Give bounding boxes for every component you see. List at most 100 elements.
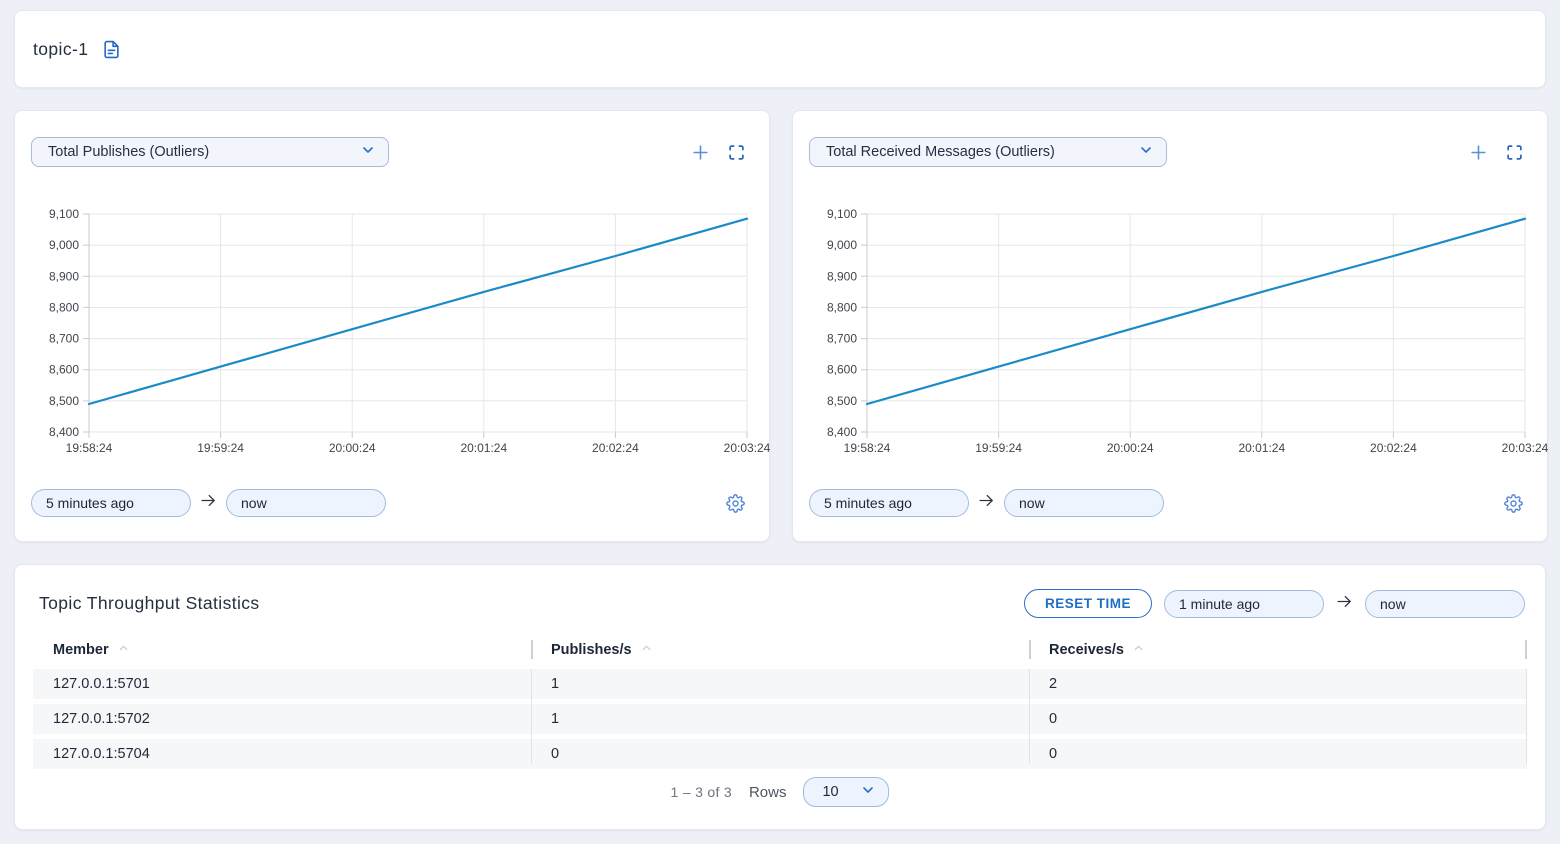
- fullscreen-icon[interactable]: [1506, 144, 1523, 161]
- publishes-chart-panel: Total Publishes (Outliers) 8,400 8,500 8,6…: [14, 110, 771, 542]
- rows-per-page-select[interactable]: 10: [803, 777, 890, 807]
- topic-header-card: topic-1: [14, 10, 1546, 88]
- svg-text:20:00:24: 20:00:24: [1107, 441, 1154, 455]
- svg-text:9,100: 9,100: [827, 207, 857, 221]
- column-divider: [530, 669, 532, 764]
- chart-header: Total Publishes (Outliers): [31, 137, 753, 167]
- svg-text:20:02:24: 20:02:24: [1370, 441, 1417, 455]
- svg-text:8,800: 8,800: [49, 300, 79, 314]
- table-cell: 127.0.0.1:5701: [53, 676, 150, 692]
- pagination-range: 1 – 3 of 3: [670, 784, 732, 800]
- svg-text:8,600: 8,600: [49, 363, 79, 377]
- chart-time-controls: [31, 489, 753, 517]
- sort-caret-icon: [640, 642, 653, 659]
- column-header-receives[interactable]: Receives/s: [1029, 642, 1527, 659]
- received-line-chart[interactable]: 8,400 8,500 8,600 8,700 8,800 8,900 9,000 9,100…: [809, 206, 1549, 465]
- table-cell: 127.0.0.1:5704: [53, 746, 150, 762]
- pagination: 1 – 3 of 3 Rows 10: [33, 777, 1527, 807]
- time-to-input[interactable]: [226, 489, 386, 517]
- column-divider: [530, 640, 533, 659]
- line-chart-svg: 8,400 8,500 8,600 8,700 8,800 8,900 9,000 9,100…: [827, 207, 1549, 455]
- gear-icon[interactable]: [726, 493, 753, 513]
- chart-time-controls: [809, 489, 1531, 517]
- svg-text:8,500: 8,500: [827, 394, 857, 408]
- table-cell: 0: [1049, 711, 1058, 727]
- metric-select-received[interactable]: Total Received Messages (Outliers): [809, 137, 1167, 167]
- table-body: 127.0.0.1:5701 1 2 127.0.0.1:5702 1 0 127.0.0.…: [33, 669, 1527, 769]
- svg-text:19:59:24: 19:59:24: [197, 441, 244, 455]
- chevron-down-icon: [1138, 142, 1154, 162]
- add-chart-icon[interactable]: [1469, 143, 1488, 162]
- table-cell: 1: [551, 711, 560, 727]
- svg-text:19:59:24: 19:59:24: [975, 441, 1022, 455]
- svg-text:8,600: 8,600: [827, 363, 857, 377]
- time-from-input[interactable]: [809, 489, 969, 517]
- metric-select-value: Total Received Messages (Outliers): [826, 144, 1055, 160]
- arrow-right-icon: [1336, 593, 1353, 615]
- chart-actions: [1469, 143, 1531, 162]
- svg-text:20:02:24: 20:02:24: [592, 441, 639, 455]
- sort-caret-icon: [117, 642, 130, 659]
- table-cell: 1: [551, 676, 560, 692]
- svg-text:9,000: 9,000: [827, 238, 857, 252]
- time-to-input[interactable]: [1004, 489, 1164, 517]
- column-header-member[interactable]: Member: [33, 642, 531, 659]
- sort-caret-icon: [1132, 642, 1145, 659]
- column-divider: [1526, 669, 1527, 764]
- table-header-row: Member Publishes/s Receives/s: [33, 635, 1527, 665]
- svg-text:20:00:24: 20:00:24: [329, 441, 376, 455]
- topic-title: topic-1: [33, 38, 89, 59]
- table-cell: 0: [551, 746, 560, 762]
- gear-icon[interactable]: [1504, 493, 1531, 513]
- svg-text:8,700: 8,700: [49, 332, 79, 346]
- chevron-down-icon: [860, 782, 876, 802]
- time-from-input[interactable]: [31, 489, 191, 517]
- column-divider: [1525, 640, 1527, 659]
- table-cell: 2: [1049, 676, 1058, 692]
- stats-time-from-input[interactable]: [1164, 589, 1324, 618]
- reset-time-button[interactable]: RESET TIME: [1023, 589, 1152, 618]
- table-cell: 127.0.0.1:5702: [53, 711, 150, 727]
- svg-text:8,400: 8,400: [49, 425, 79, 439]
- stats-time-to-input[interactable]: [1365, 589, 1525, 618]
- svg-text:9,100: 9,100: [49, 207, 79, 221]
- svg-text:8,900: 8,900: [827, 269, 857, 283]
- add-chart-icon[interactable]: [691, 143, 710, 162]
- svg-text:20:03:24: 20:03:24: [1502, 441, 1549, 455]
- throughput-table: Member Publishes/s Receives/s: [33, 635, 1527, 769]
- fullscreen-icon[interactable]: [728, 144, 745, 161]
- svg-text:19:58:24: 19:58:24: [844, 441, 891, 455]
- chevron-down-icon: [360, 142, 376, 162]
- received-chart-panel: Total Received Messages (Outliers) 8,400…: [792, 110, 1549, 542]
- charts-row: Total Publishes (Outliers) 8,400 8,500 8,6…: [14, 110, 1549, 542]
- svg-text:9,000: 9,000: [49, 238, 79, 252]
- chart-header: Total Received Messages (Outliers): [809, 137, 1531, 167]
- stats-title: Topic Throughput Statistics: [39, 593, 260, 613]
- svg-text:20:03:24: 20:03:24: [724, 441, 771, 455]
- chart-actions: [691, 143, 753, 162]
- stats-header: Topic Throughput Statistics RESET TIME: [33, 589, 1527, 618]
- metric-select-publishes[interactable]: Total Publishes (Outliers): [31, 137, 389, 167]
- svg-text:19:58:24: 19:58:24: [66, 441, 113, 455]
- table-cell: 0: [1049, 746, 1058, 762]
- svg-text:8,700: 8,700: [827, 332, 857, 346]
- arrow-right-icon: [978, 492, 995, 514]
- table-row: 127.0.0.1:5702 1 0: [33, 704, 1527, 734]
- publishes-line-chart[interactable]: 8,400 8,500 8,600 8,700 8,800 8,900 9,000 9,100…: [31, 206, 771, 465]
- svg-text:20:01:24: 20:01:24: [1238, 441, 1285, 455]
- column-header-publishes[interactable]: Publishes/s: [531, 642, 1029, 659]
- document-icon[interactable]: [102, 39, 121, 60]
- svg-text:8,900: 8,900: [49, 269, 79, 283]
- table-row: 127.0.0.1:5701 1 2: [33, 669, 1527, 699]
- svg-text:20:01:24: 20:01:24: [460, 441, 507, 455]
- stats-time-controls: RESET TIME: [1023, 589, 1525, 618]
- column-divider: [1028, 669, 1030, 764]
- arrow-right-icon: [200, 492, 217, 514]
- line-chart-svg: 8,400 8,500 8,600 8,700 8,800 8,900 9,000 9,100…: [49, 207, 771, 455]
- table-row: 127.0.0.1:5704 0 0: [33, 739, 1527, 769]
- column-divider: [1028, 640, 1031, 659]
- rows-per-page-value: 10: [822, 784, 839, 800]
- metric-select-value: Total Publishes (Outliers): [48, 144, 210, 160]
- rows-per-page-label: Rows: [748, 783, 787, 801]
